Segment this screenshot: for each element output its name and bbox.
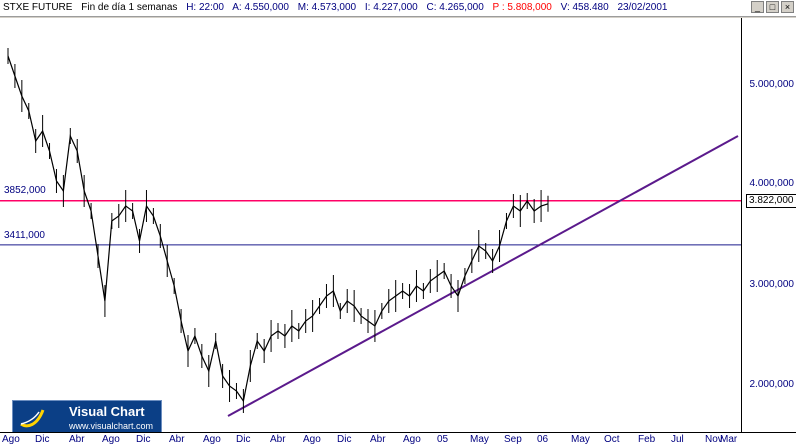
price-chart[interactable] <box>0 18 741 432</box>
x-tick-label: Abr <box>169 434 185 445</box>
period-label: Fin de día 1 semanas <box>81 2 178 13</box>
header-date: 23/02/2001 <box>617 2 668 13</box>
y-tick-label: 5.000,000 <box>749 79 795 90</box>
minimize-button[interactable]: _ <box>751 1 764 13</box>
x-tick-label: Ago <box>102 434 120 445</box>
x-tick-label: May <box>470 434 489 445</box>
y-tick-label: 4.000,000 <box>749 178 795 189</box>
instrument-name: STXE FUTURE <box>3 2 73 13</box>
x-tick-label: Abr <box>270 434 286 445</box>
x-tick-label: 06 <box>537 434 549 445</box>
x-tick-label: Sep <box>504 434 522 445</box>
chart-header: STXE FUTURE Fin de día 1 semanas H: 22:0… <box>0 0 796 17</box>
logo-title: Visual Chart <box>69 404 145 419</box>
trend-line <box>227 135 739 417</box>
header-v: V: 458.480 <box>560 2 609 13</box>
header-m: M: 4.573,000 <box>297 2 357 13</box>
x-tick-label: Ago <box>303 434 321 445</box>
x-tick-label: Ago <box>203 434 221 445</box>
x-tick-label: Dic <box>337 434 352 445</box>
header-h: H: 22:00 <box>186 2 224 13</box>
logo-swoosh-icon <box>20 409 45 428</box>
x-tick-label: Feb <box>638 434 656 445</box>
header-p: P : 5.808,000 <box>492 2 552 13</box>
header-c: C: 4.265,000 <box>426 2 484 13</box>
x-tick-label: Dic <box>136 434 151 445</box>
x-tick-label: Jul <box>671 434 684 445</box>
x-tick-label: Dic <box>236 434 251 445</box>
x-tick-label: Dic <box>35 434 50 445</box>
visual-chart-logo: Visual Chart www.visualchart.com <box>12 400 162 436</box>
header-i: I: 4.227,000 <box>364 2 418 13</box>
x-tick-label: Abr <box>69 434 85 445</box>
x-tick-label: Mar <box>720 434 738 445</box>
last-value-badge: 3.822,000 <box>746 194 796 208</box>
x-tick-label: Oct <box>604 434 620 445</box>
x-tick-label: 05 <box>437 434 449 445</box>
close-button[interactable]: × <box>781 1 794 13</box>
x-tick-label: May <box>571 434 590 445</box>
x-tick-label: Nov <box>705 434 723 445</box>
x-tick-label: Ago <box>403 434 421 445</box>
x-tick-label: Abr <box>370 434 386 445</box>
resistance-label: 3852,000 <box>4 185 46 196</box>
price-series <box>7 55 549 403</box>
header-a: A: 4.550,000 <box>232 2 289 13</box>
time-axis[interactable]: Ago Dic Abr Ago Dic Abr Ago Dic Abr Ago Dic Abr Ago 0… <box>0 432 796 447</box>
plot-area[interactable]: 3852,000 3411,000 Visual Chart www.visua… <box>0 18 741 436</box>
y-tick-label: 2.000,000 <box>749 379 795 390</box>
support-label: 3411,000 <box>4 230 45 241</box>
window-controls: _ □ × <box>751 1 794 13</box>
logo-url: www.visualchart.com <box>69 421 154 431</box>
x-tick-label: Ago <box>2 434 20 445</box>
price-axis[interactable]: 5.000,000 4.000,000 3.000,000 2.000,000 <box>741 18 796 432</box>
y-tick-label: 3.000,000 <box>749 279 795 290</box>
maximize-button[interactable]: □ <box>766 1 779 13</box>
